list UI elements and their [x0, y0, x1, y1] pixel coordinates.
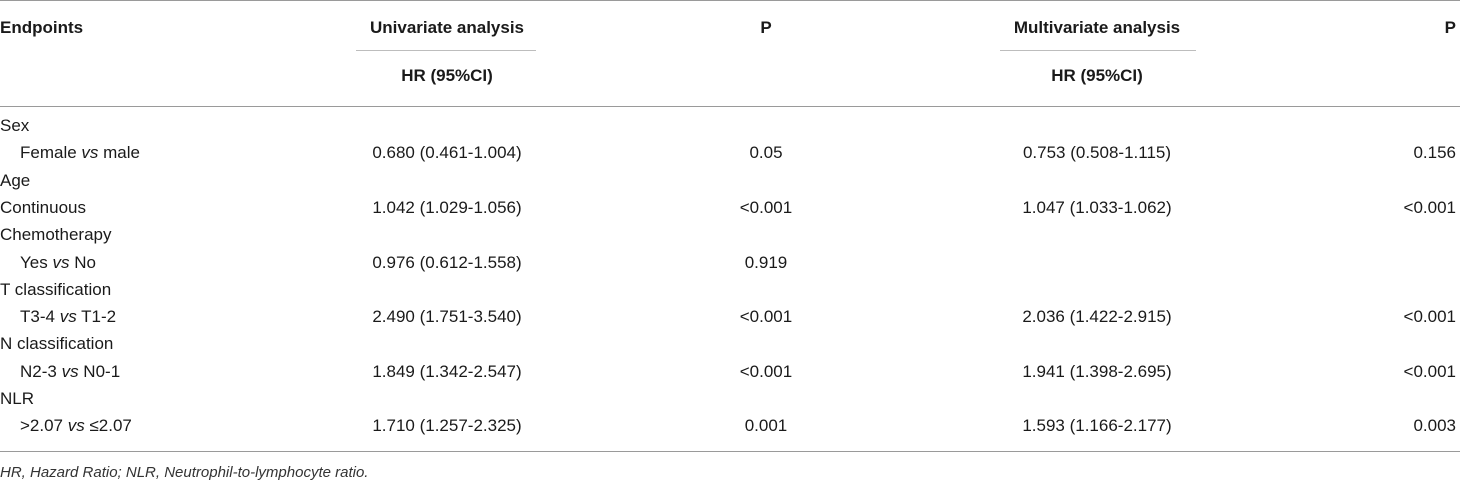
cell-hr-multivariate: 0.753 (0.508-1.115) [1022, 143, 1172, 162]
cell-p-multivariate: 0.156 [1413, 143, 1456, 162]
row-comparison-label: Female vs male [20, 143, 140, 163]
label-right-term: male [98, 143, 140, 162]
cell-hr-univariate: 2.490 (1.751-3.540) [372, 307, 522, 326]
cell-p-univariate: <0.001 [739, 198, 793, 217]
label-left-term: Female [20, 143, 82, 162]
header-bottom-rule [0, 106, 1460, 107]
header-endpoints: Endpoints [0, 18, 84, 37]
cell-hr-multivariate: 2.036 (1.422-2.915) [1022, 307, 1172, 326]
row-group-label: NLR [0, 389, 35, 408]
cell-hr-univariate: 1.042 (1.029-1.056) [372, 198, 522, 217]
header-hr-univariate: HR (95%CI) [401, 66, 493, 85]
cell-p-multivariate: <0.001 [1403, 307, 1456, 326]
cell-hr-univariate: 1.849 (1.342-2.547) [372, 362, 522, 381]
row-group-label: Age [0, 171, 31, 190]
row-group-label: Continuous [0, 198, 87, 217]
table-bottom-rule [0, 451, 1460, 452]
label-left-term: T3-4 [20, 307, 60, 326]
cell-p-univariate: 0.05 [749, 143, 783, 162]
label-vs: vs [59, 307, 77, 326]
label-left-term: N2-3 [20, 362, 62, 381]
label-vs: vs [61, 362, 79, 381]
label-right-term: No [69, 253, 96, 272]
row-comparison-label: T3-4 vs T1-2 [20, 307, 116, 327]
cell-p-univariate: <0.001 [739, 362, 793, 381]
table-footnote: HR, Hazard Ratio; NLR, Neutrophil-to-lym… [0, 464, 369, 481]
cell-hr-multivariate: 1.047 (1.033-1.062) [1022, 198, 1172, 217]
row-comparison-label: N2-3 vs N0-1 [20, 362, 120, 382]
row-comparison-label: >2.07 vs ≤2.07 [20, 416, 132, 436]
table-top-rule [0, 0, 1460, 1]
row-group-label: Sex [0, 116, 30, 135]
header-p-multivariate: P [1444, 18, 1456, 37]
cell-p-multivariate: 0.003 [1413, 416, 1456, 435]
label-vs: vs [81, 143, 99, 162]
cell-hr-univariate: 0.976 (0.612-1.558) [372, 253, 522, 272]
label-left-term: Yes [20, 253, 53, 272]
univariate-header-underline [356, 50, 536, 51]
cell-hr-univariate: 1.710 (1.257-2.325) [372, 416, 522, 435]
label-right-term: N0-1 [78, 362, 121, 381]
label-right-term: ≤2.07 [84, 416, 132, 435]
cell-p-multivariate: <0.001 [1403, 198, 1456, 217]
cell-hr-multivariate: 1.593 (1.166-2.177) [1022, 416, 1172, 435]
row-comparison-label: Yes vs No [20, 253, 96, 273]
label-vs: vs [52, 253, 70, 272]
cell-p-univariate: 0.001 [744, 416, 788, 435]
label-right-term: T1-2 [76, 307, 117, 326]
label-left-term: >2.07 [20, 416, 68, 435]
header-univariate: Univariate analysis [369, 18, 525, 37]
row-group-label: N classification [0, 334, 114, 353]
row-group-label: Chemotherapy [0, 225, 112, 244]
header-p-univariate: P [760, 18, 772, 37]
multivariate-header-underline [1000, 50, 1196, 51]
row-group-label: T classification [0, 280, 112, 299]
cell-hr-univariate: 0.680 (0.461-1.004) [372, 143, 522, 162]
header-hr-multivariate: HR (95%CI) [1051, 66, 1143, 85]
header-multivariate: Multivariate analysis [1013, 18, 1181, 37]
label-vs: vs [67, 416, 85, 435]
cell-p-multivariate: <0.001 [1403, 362, 1456, 381]
cell-p-univariate: <0.001 [739, 307, 793, 326]
cell-p-univariate: 0.919 [744, 253, 788, 272]
cell-hr-multivariate: 1.941 (1.398-2.695) [1022, 362, 1172, 381]
